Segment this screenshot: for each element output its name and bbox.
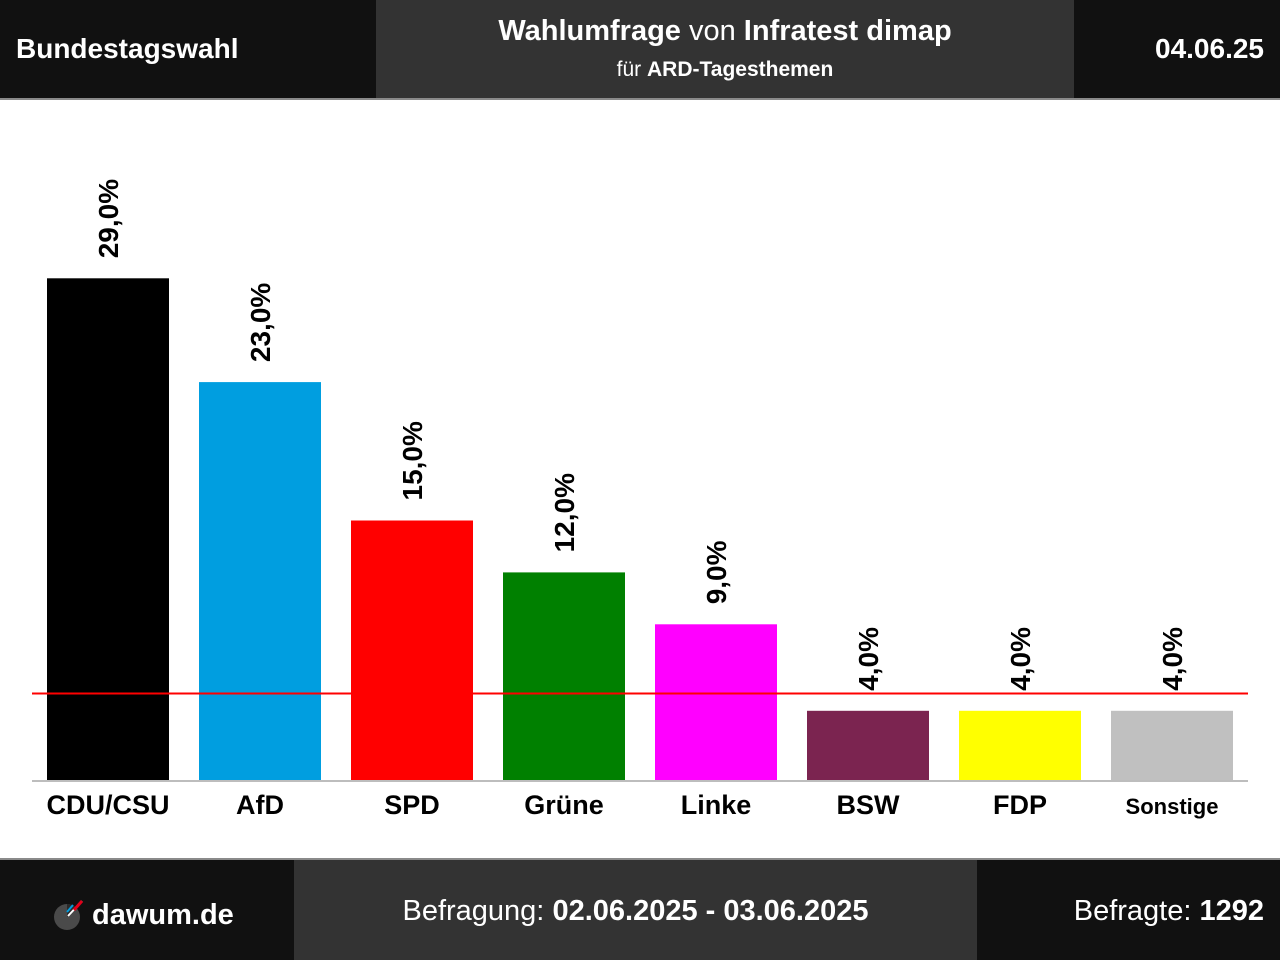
value-label-cdu-csu: 29,0%: [93, 179, 124, 258]
bar-fdp: [959, 710, 1081, 780]
bar-spd: [351, 520, 473, 780]
pie-chart-logo-icon: [54, 900, 84, 930]
category-label-bsw: BSW: [837, 790, 901, 820]
value-label-bsw: 4,0%: [853, 627, 884, 691]
header-center: Wahlumfrage von Infratest dimap für ARD-…: [376, 0, 1074, 98]
value-label-sonstige: 4,0%: [1157, 627, 1188, 691]
footer-center: [294, 860, 977, 960]
category-label-gr-ne: Grüne: [524, 790, 604, 820]
survey-period-label: Befragung:: [402, 895, 553, 927]
category-label-fdp: FDP: [993, 790, 1047, 820]
category-label-cdu-csu: CDU/CSU: [46, 790, 169, 820]
survey-period-dates: 02.06.2025 - 03.06.2025: [552, 895, 869, 927]
value-label-spd: 15,0%: [397, 421, 428, 500]
bar-sonstige: [1111, 710, 1233, 780]
category-label-linke: Linke: [681, 790, 752, 820]
header-divider: [0, 98, 1280, 100]
poll-date: 04.06.25: [1155, 33, 1264, 64]
survey-period: Befragung: 02.06.2025 - 03.06.2025: [294, 895, 977, 928]
bar-bsw: [807, 710, 929, 780]
header-bar: Bundestagswahl Wahlumfrage von Infratest…: [0, 0, 1280, 98]
category-label-sonstige: Sonstige: [1126, 794, 1219, 819]
site-name: dawum.de: [92, 899, 234, 931]
footer-divider: [0, 858, 1280, 861]
respondents-label: Befragte:: [1073, 895, 1200, 927]
value-label-afd: 23,0%: [245, 283, 276, 362]
bar-afd: [199, 382, 321, 780]
category-label-spd: SPD: [384, 790, 440, 820]
subtitle-prefix: für: [616, 58, 648, 81]
bar-cdu-csu: [47, 278, 169, 780]
bar-gr-ne: [503, 572, 625, 780]
pollster-name: Infratest dimap: [743, 15, 952, 47]
client-name: ARD-Tagesthemen: [647, 58, 834, 81]
value-label-linke: 9,0%: [701, 540, 732, 604]
poll-title: Wahlumfrage von Infratest dimap: [376, 15, 1074, 48]
election-title: Bundestagswahl: [16, 33, 239, 64]
poll-subtitle: für ARD-Tagesthemen: [376, 58, 1074, 82]
poll-bar-chart: 29,0% 23,0% 15,0% 12,0% 9,0% 4,0% 4,0% 4,0% CDU…: [32, 179, 1248, 820]
poll-title-part1: Wahlumfrage: [498, 15, 681, 47]
respondents-count: 1292: [1199, 895, 1264, 927]
poll-title-part2: von: [680, 15, 744, 47]
category-label-afd: AfD: [236, 790, 284, 820]
respondents: Befragte: 1292: [1074, 895, 1264, 928]
value-label-gr-ne: 12,0%: [549, 473, 580, 552]
bar-linke: [655, 624, 777, 780]
value-label-fdp: 4,0%: [1005, 627, 1036, 691]
